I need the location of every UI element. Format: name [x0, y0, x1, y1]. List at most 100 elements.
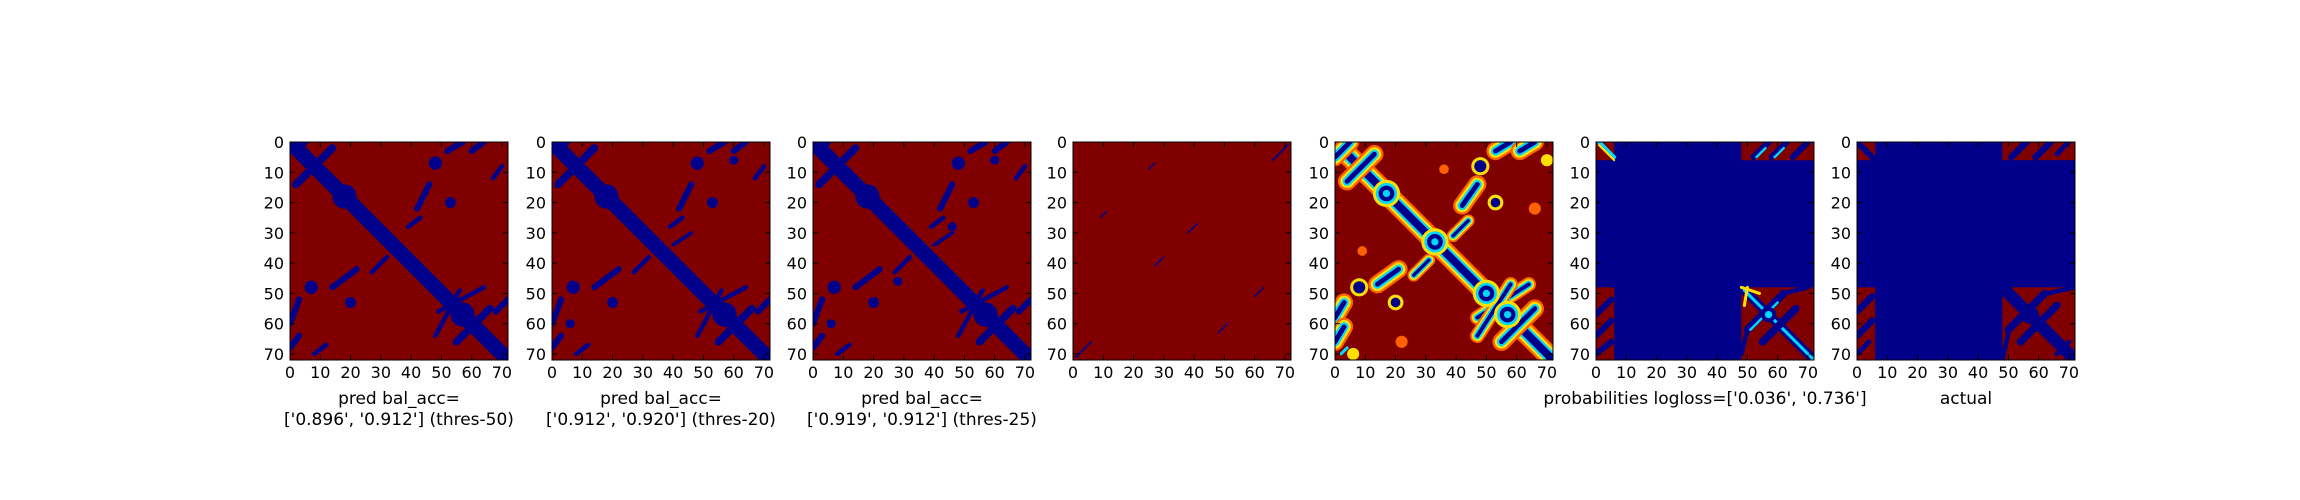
contact-band [1099, 210, 1108, 219]
y-tick-label: 20 [526, 194, 546, 213]
y-tick-label: 60 [1309, 315, 1329, 334]
contact-blob [1490, 197, 1501, 208]
contact-band [1857, 293, 1876, 315]
contact-blob [826, 319, 836, 329]
contact-band [698, 285, 749, 314]
contact-band [2016, 301, 2061, 346]
contact-blob [855, 184, 880, 209]
contact-band [1750, 142, 1772, 161]
y-tick-label: 60 [787, 315, 807, 334]
x-tick-label: 10 [1093, 363, 1113, 382]
y-tick-label: 60 [1570, 315, 1590, 334]
contact-band [414, 181, 433, 212]
contact-band [293, 142, 309, 155]
contact-band [1217, 322, 1229, 334]
y-tick-label: 50 [1047, 284, 1067, 303]
corner-band [1597, 142, 1617, 160]
x-tick-label: 10 [1355, 363, 1375, 382]
axes-frame [812, 141, 1032, 361]
contact-blob [990, 155, 1000, 165]
contact-blob [1540, 154, 1553, 167]
contact-band [1335, 300, 1347, 321]
y-tick-label: 70 [1047, 345, 1067, 364]
y-tick-label: 50 [526, 284, 546, 303]
contact-blob [1347, 347, 1360, 360]
x-tick-label: 50 [1998, 363, 2018, 382]
contact-band [928, 215, 946, 230]
axes-frame [551, 141, 771, 361]
x-tick-label: 50 [693, 363, 713, 382]
x-tick-label: 50 [1737, 363, 1757, 382]
contact-band [369, 254, 390, 275]
x-axis-label: actual [1940, 389, 1992, 409]
contact-band [2004, 289, 2049, 334]
corner-band [1857, 142, 1879, 164]
contact-band [834, 342, 852, 357]
contact-band [1335, 324, 1347, 345]
x-tick-label: 30 [894, 363, 914, 382]
x-axis-label: ['0.919', '0.912'] (thres-25) [807, 410, 1037, 430]
x-tick-label: 60 [984, 363, 1004, 382]
contact-band [937, 181, 956, 212]
x-tick-label: 60 [1244, 363, 1264, 382]
y-tick-label: 60 [1047, 315, 1067, 334]
x-tick-label: 60 [1506, 363, 1526, 382]
x-tick-label: 70 [2059, 363, 2079, 382]
background [1073, 142, 1291, 360]
x-tick-label: 40 [1184, 363, 1204, 382]
contact-blob [729, 155, 739, 165]
heatmap-image [1596, 142, 1814, 360]
contact-band [706, 142, 728, 155]
contact-band [1499, 306, 1538, 345]
heatmap-panel-6: 0 10 20 30 40 50 60 70010203040506070probabilit… [1543, 133, 1866, 409]
y-tick-label: 60 [1831, 315, 1851, 334]
contact-band [852, 266, 883, 291]
y-tick-label: 40 [526, 254, 546, 273]
contact-blob [951, 156, 965, 170]
x-tick-label: 40 [663, 363, 683, 382]
axes-frame [1595, 141, 1815, 361]
y-tick-label: 20 [1309, 194, 1329, 213]
x-tick-label: 10 [1877, 363, 1897, 382]
y-tick-label: 30 [1309, 224, 1329, 243]
contact-blob [973, 302, 998, 327]
contact-blob [896, 225, 912, 241]
y-tick-label: 50 [1831, 284, 1851, 303]
contact-band [1015, 296, 1031, 315]
contact-blob [1395, 335, 1408, 348]
contact-band [1451, 219, 1470, 238]
contact-blob [1764, 310, 1773, 319]
contact-band [311, 342, 329, 357]
y-tick-label: 10 [1309, 163, 1329, 182]
y-tick-label: 70 [1570, 345, 1590, 364]
heatmap-image [1335, 142, 1553, 360]
contact-band [754, 296, 770, 315]
contact-blob [566, 280, 580, 294]
contact-blob [947, 222, 957, 232]
y-tick-label: 0 [1319, 133, 1329, 152]
x-tick-label: 30 [1416, 363, 1436, 382]
contact-band [444, 142, 466, 155]
x-axis-label: ['0.896', '0.912'] (thres-50) [284, 410, 514, 430]
contact-blob [690, 156, 704, 170]
x-tick-label: 60 [2028, 363, 2048, 382]
contact-band [1596, 296, 1615, 318]
contact-blob [1474, 160, 1487, 173]
contact-blob [1431, 238, 1439, 246]
contact-band [405, 215, 423, 230]
contact-band [554, 144, 599, 189]
contact-blob [565, 319, 575, 329]
contact-band [433, 288, 462, 339]
x-tick-label: 20 [602, 363, 622, 382]
heatmap-image [290, 142, 508, 360]
contact-band [591, 266, 622, 291]
contact-blob [712, 302, 737, 327]
x-tick-label: 0 [1068, 363, 1078, 382]
contact-band [730, 142, 749, 155]
x-tick-label: 60 [461, 363, 481, 382]
contact-blob [635, 225, 651, 241]
x-tick-label: 40 [1968, 363, 1988, 382]
contact-band [292, 144, 337, 189]
x-tick-label: 20 [1646, 363, 1666, 382]
